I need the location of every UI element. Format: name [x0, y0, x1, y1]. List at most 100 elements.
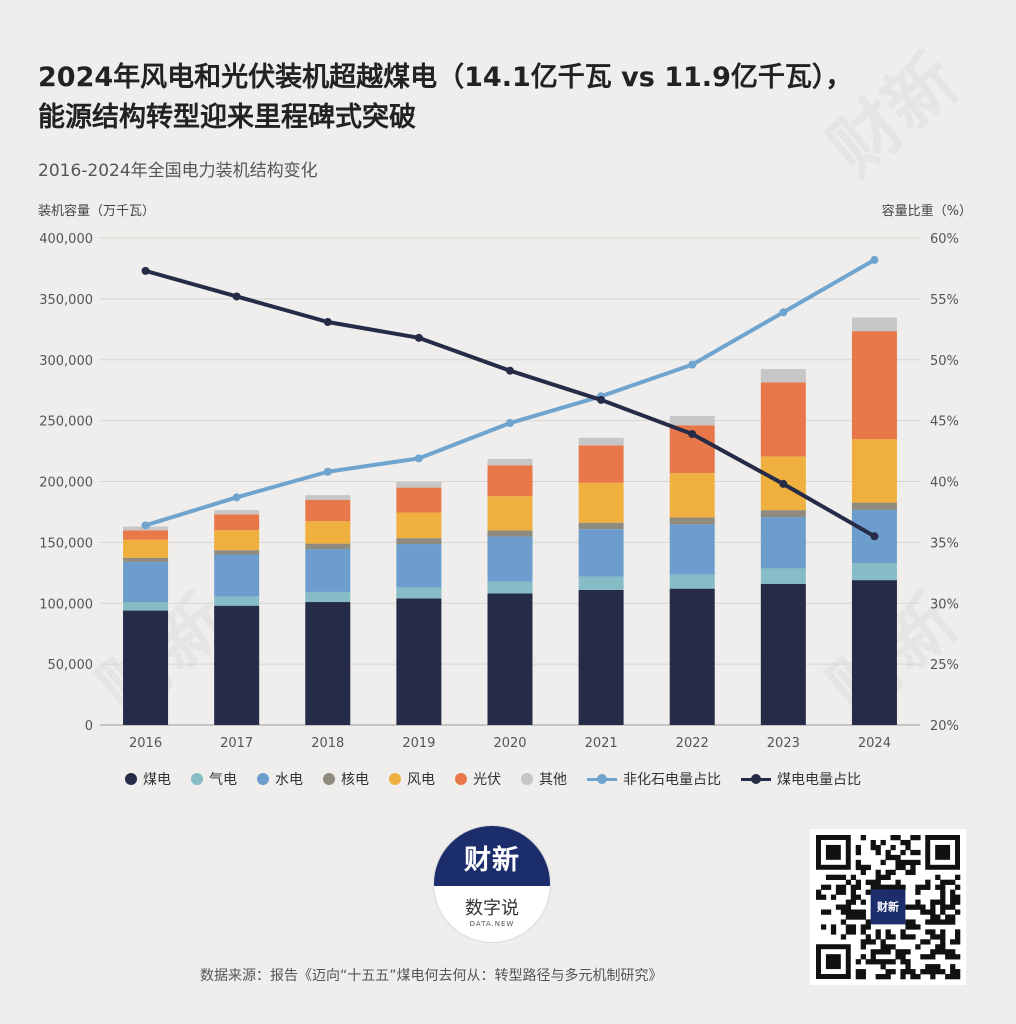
- qr-module: [840, 919, 847, 925]
- line-point: [870, 532, 879, 541]
- qr-module: [925, 954, 931, 960]
- qr-module: [890, 959, 896, 965]
- qr-module: [925, 964, 931, 970]
- legend-line-swatch: [741, 773, 771, 785]
- bar-segment: [214, 554, 260, 597]
- qr-module: [880, 884, 886, 890]
- qr-module: [855, 969, 861, 975]
- qr-module: [895, 864, 901, 871]
- qr-module: [865, 934, 871, 940]
- y-tick-right: 35%: [930, 536, 959, 551]
- qr-module: [845, 914, 852, 920]
- qr-module: [855, 894, 861, 900]
- qr-module: [940, 969, 946, 975]
- qr-module: [935, 964, 941, 970]
- qr-module: [940, 944, 946, 950]
- qr-module: [840, 909, 847, 915]
- line-point: [232, 493, 241, 502]
- qr-module: [870, 844, 876, 851]
- qr-module: [865, 879, 871, 885]
- qr-module: [935, 949, 941, 955]
- legend-label: 水电: [275, 772, 303, 788]
- qr-module: [945, 914, 951, 920]
- qr-module: [900, 969, 906, 975]
- qr-module: [905, 839, 911, 846]
- qr-module: [855, 864, 861, 871]
- qr-module: [940, 894, 946, 900]
- legend-label: 其他: [539, 772, 567, 788]
- qr-module: [835, 904, 842, 910]
- qr-module: [905, 934, 911, 940]
- legend-swatch: [257, 773, 269, 785]
- qr-module: [955, 899, 961, 905]
- qr-module: [875, 849, 881, 856]
- line-point: [870, 255, 879, 264]
- chart-canvas: 0 50,000 100,000 150,000 200,000 250,000 300,0…: [39, 232, 959, 751]
- legend-swatch: [455, 773, 467, 785]
- qr-module: [890, 969, 896, 975]
- legend-label: 光伏: [473, 772, 501, 788]
- legend-label: 核电: [341, 772, 369, 788]
- qr-module: [870, 939, 876, 945]
- y-tick-left: 200,000: [39, 476, 93, 491]
- qr-module: [900, 974, 906, 980]
- qr-module: [850, 884, 857, 890]
- qr-module: [925, 969, 931, 975]
- bar-segment: [396, 544, 442, 588]
- logo-tagline: 数字说: [465, 898, 519, 919]
- qr-module: [850, 899, 857, 905]
- qr-module: [930, 899, 936, 905]
- qr-module: [930, 934, 936, 940]
- line-point: [688, 360, 697, 369]
- qr-module: [860, 969, 866, 975]
- qr-module: [850, 914, 857, 920]
- bar-segment: [123, 530, 169, 540]
- legend-item: 煤电电量占比: [741, 769, 861, 789]
- qr-module: [865, 939, 871, 945]
- qr-module: [875, 934, 881, 940]
- y-tick-left: 300,000: [39, 354, 93, 369]
- qr-module: [830, 929, 837, 935]
- bar-segment: [214, 514, 260, 531]
- qr-module: [915, 904, 921, 910]
- bar-segment: [669, 473, 715, 518]
- qr-module: [870, 839, 876, 846]
- qr-module: [900, 934, 906, 940]
- bar-segment: [214, 530, 260, 551]
- qr-module: [820, 884, 827, 890]
- bar-segment: [851, 502, 897, 510]
- bar-segment: [123, 557, 169, 562]
- bar-segment: [396, 481, 442, 488]
- qr-module: [905, 959, 911, 965]
- qr-module: [860, 864, 866, 871]
- qr-module: [885, 874, 891, 880]
- qr-module: [955, 894, 961, 900]
- qr-module: [955, 934, 961, 940]
- bar-segment: [578, 576, 624, 590]
- qr-module: [925, 909, 931, 915]
- qr-module: [875, 844, 881, 851]
- qr-module: [885, 884, 891, 890]
- qr-module: [910, 859, 916, 866]
- bar-segment: [669, 588, 715, 725]
- qr-module: [935, 899, 941, 905]
- qr-module: [880, 944, 886, 950]
- qr-module: [920, 969, 926, 975]
- qr-module: [885, 849, 891, 856]
- x-tick-label: 2018: [311, 736, 344, 751]
- qr-module: [845, 899, 852, 905]
- qr-module: [895, 854, 901, 861]
- qr-module: [855, 959, 861, 965]
- qr-module: [955, 874, 961, 880]
- qr-module: [855, 884, 861, 890]
- qr-module: [905, 924, 911, 930]
- y-tick-right: 55%: [930, 293, 959, 308]
- qr-module: [925, 939, 931, 945]
- qr-module: [940, 909, 946, 915]
- qr-module: [935, 944, 941, 950]
- legend-item: 风电: [389, 769, 435, 789]
- legend-item: 煤电: [125, 769, 171, 789]
- y-tick-right: 20%: [930, 719, 959, 734]
- qr-module: [860, 899, 866, 905]
- qr-module: [855, 974, 861, 980]
